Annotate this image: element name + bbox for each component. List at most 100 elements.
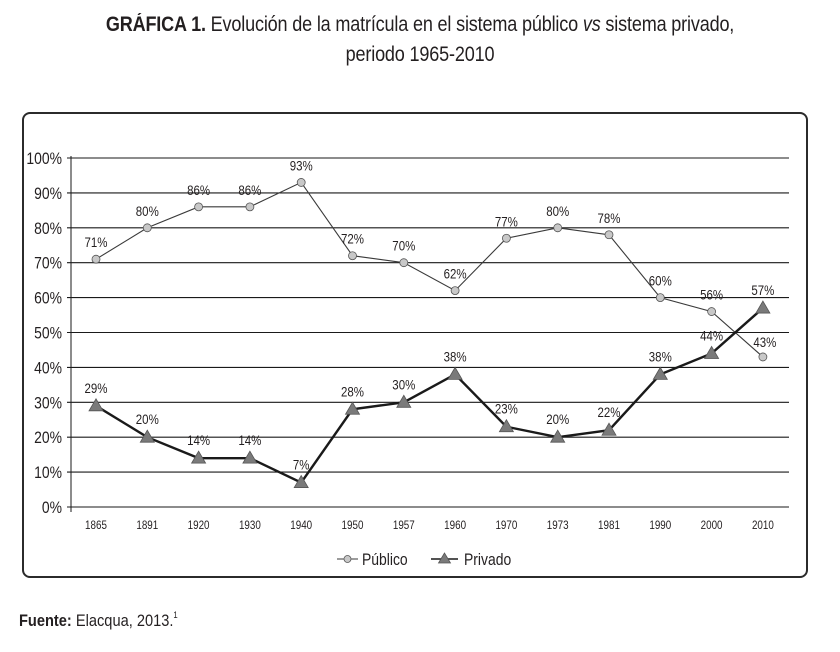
- privado-marker: [190, 450, 207, 464]
- legend-publico-marker: [343, 555, 352, 563]
- x-tick-label: 1981: [598, 519, 620, 532]
- privado-data-label: 44%: [700, 327, 723, 343]
- x-tick-label: 1990: [649, 519, 671, 532]
- privado-marker: [242, 450, 258, 464]
- chart-title-text-end: sistema privado,: [600, 13, 735, 36]
- privado-marker: [550, 429, 566, 443]
- publico-marker: [553, 223, 563, 233]
- publico-marker: [194, 202, 204, 212]
- privado-data-label: 38%: [444, 348, 467, 364]
- legend: Público Privado: [337, 551, 511, 570]
- publico-marker: [348, 251, 357, 261]
- y-tick-label: 40%: [34, 359, 62, 378]
- privado-marker: [755, 300, 771, 314]
- publico-marker: [245, 202, 255, 212]
- y-axis-ticks: 0% 10% 20% 30% 40% 50% 60% 70% 80% 90% 100%: [26, 150, 62, 518]
- x-tick-label: 1930: [239, 519, 261, 532]
- chart-title-label: GRÁFICA 1.: [105, 13, 206, 36]
- publico-marker: [604, 230, 614, 240]
- y-tick-label: 60%: [34, 289, 62, 308]
- y-tick-label: 100%: [26, 150, 62, 169]
- x-tick-label: 1970: [495, 519, 517, 532]
- x-tick-label: 1960: [444, 519, 466, 532]
- publico-marker: [142, 223, 152, 233]
- chart-frame: [22, 112, 808, 578]
- privado-data-label: 14%: [238, 432, 261, 448]
- privado-marker: [396, 394, 412, 408]
- privado-data-label: 23%: [495, 401, 518, 417]
- publico-data-label: 77%: [495, 213, 518, 229]
- privado-data-label: 57%: [751, 282, 774, 298]
- publico-marker: [91, 254, 101, 264]
- publico-data-label: 70%: [392, 238, 415, 254]
- privado-marker: [139, 429, 155, 443]
- privado-data-label: 38%: [649, 348, 672, 364]
- x-tick-label: 1973: [547, 519, 569, 532]
- publico-marker: [501, 233, 511, 243]
- privado-marker: [652, 366, 668, 380]
- publico-marker: [707, 307, 716, 316]
- privado-marker: [703, 345, 720, 359]
- y-tick-label: 30%: [34, 394, 62, 413]
- publico-marker: [399, 258, 409, 268]
- y-tick-label: 10%: [34, 464, 62, 483]
- chart-title-italic: vs: [582, 13, 601, 36]
- privado-marker: [601, 422, 617, 436]
- privado-data-label: 7%: [293, 456, 310, 472]
- publico-data-label: 86%: [238, 182, 261, 198]
- publico-data-label: 86%: [187, 182, 210, 198]
- publico-marker: [655, 293, 665, 303]
- privado-marker: [498, 418, 515, 433]
- privado-marker: [447, 366, 463, 380]
- y-tick-label: 50%: [34, 324, 62, 343]
- x-tick-label: 1940: [290, 519, 312, 532]
- series: [88, 178, 771, 488]
- privado-data-label: 20%: [136, 411, 159, 427]
- chart-title-text: Evolución de la matrícula en el sistema …: [210, 13, 583, 36]
- y-tick-label: 20%: [34, 429, 62, 448]
- source-text: Elacqua, 2013.: [75, 611, 174, 630]
- x-tick-label: 1950: [342, 519, 364, 532]
- legend-privado-label: Privado: [464, 551, 511, 570]
- legend-publico-label: Público: [362, 551, 408, 570]
- x-tick-label: 1920: [188, 519, 210, 532]
- x-tick-label: 2000: [701, 519, 723, 532]
- chart-title: GRÁFICA 1. Evolución de la matrícula en …: [59, 10, 781, 70]
- privado-marker: [88, 397, 104, 412]
- y-tick-label: 0%: [42, 499, 62, 518]
- source-footnote: 1: [173, 610, 178, 620]
- publico-marker: [758, 352, 768, 362]
- x-tick-label: 1891: [136, 519, 158, 532]
- privado-line: [95, 307, 764, 485]
- y-tick-label: 90%: [34, 185, 62, 204]
- x-axis-ticks: 1865 1891 1920 1930 1940 1950 1957 1960 1970 1973…: [85, 519, 774, 532]
- privado-data-label: 29%: [85, 380, 108, 396]
- chart-title-line2: periodo 1965-2010: [345, 43, 495, 66]
- privado-data-label: 30%: [392, 376, 415, 392]
- publico-data-label: 62%: [444, 265, 467, 281]
- x-tick-label: 1957: [393, 519, 415, 532]
- publico-data-label: 80%: [136, 203, 159, 219]
- privado-data-label: 14%: [187, 432, 210, 448]
- y-tick-label: 70%: [34, 254, 62, 273]
- publico-data-label: 78%: [598, 210, 621, 226]
- source-note: Fuente: Elacqua, 2013.1: [19, 610, 178, 631]
- publico-data-label: 72%: [341, 231, 364, 247]
- legend-privado-marker: [437, 552, 452, 564]
- publico-data-label: 56%: [700, 286, 723, 302]
- chart-title-line1: GRÁFICA 1. Evolución de la matrícula en …: [59, 10, 781, 40]
- publico-data-label: 80%: [546, 203, 569, 219]
- data-labels: 71% 80% 86% 86% 93% 72% 70% 62% 77% 80% 78% 60% 56% 4…: [85, 157, 777, 473]
- x-tick-label: 2010: [752, 519, 774, 532]
- publico-data-label: 60%: [649, 272, 672, 288]
- publico-line: [95, 181, 764, 358]
- publico-marker: [450, 286, 460, 296]
- gridlines: [67, 156, 789, 512]
- source-label: Fuente:: [19, 611, 72, 630]
- x-tick-label: 1865: [85, 519, 107, 532]
- publico-marker: [296, 178, 306, 187]
- privado-data-label: 28%: [341, 383, 364, 399]
- privado-marker: [293, 474, 309, 488]
- publico-data-label: 43%: [753, 334, 776, 350]
